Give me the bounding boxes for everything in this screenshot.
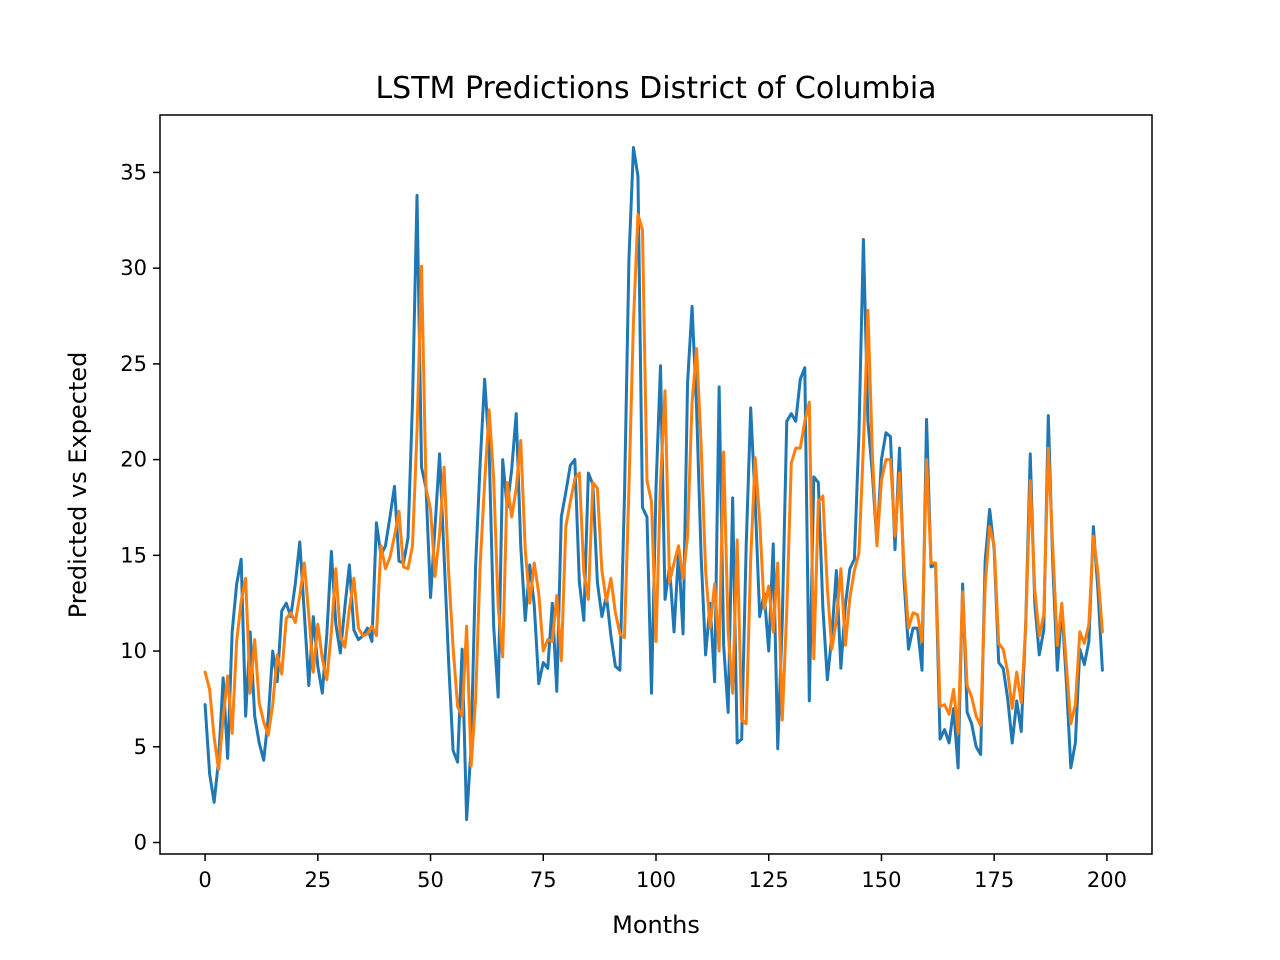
x-tick-label: 200 [1087, 868, 1127, 892]
x-tick-label: 25 [304, 868, 331, 892]
y-tick-label: 25 [120, 352, 147, 376]
x-tick-label: 125 [749, 868, 789, 892]
series-line-2 [203, 213, 1104, 772]
x-tick-label: 175 [974, 868, 1014, 892]
x-tick-label: 100 [636, 868, 676, 892]
x-axis-label: Months [612, 911, 700, 939]
y-tick-label: 35 [120, 160, 147, 184]
x-tick-label: 75 [530, 868, 557, 892]
chart-title: LSTM Predictions District of Columbia [375, 71, 936, 106]
y-tick-label: 0 [134, 831, 147, 855]
x-tick-label: 0 [198, 868, 211, 892]
y-axis-label: Predicted vs Expected [64, 352, 92, 619]
y-tick-label: 30 [120, 256, 147, 280]
x-axis: 0 25 50 75 100 125 150 175 200 [198, 854, 1127, 892]
y-axis: 0 5 10 15 20 25 30 35 [120, 160, 160, 855]
series-group [203, 146, 1104, 822]
y-tick-label: 15 [120, 543, 147, 567]
y-tick-label: 5 [134, 735, 147, 759]
y-tick-label: 20 [120, 448, 147, 472]
y-tick-label: 10 [120, 639, 147, 663]
x-tick-label: 50 [417, 868, 444, 892]
x-tick-label: 150 [861, 868, 901, 892]
